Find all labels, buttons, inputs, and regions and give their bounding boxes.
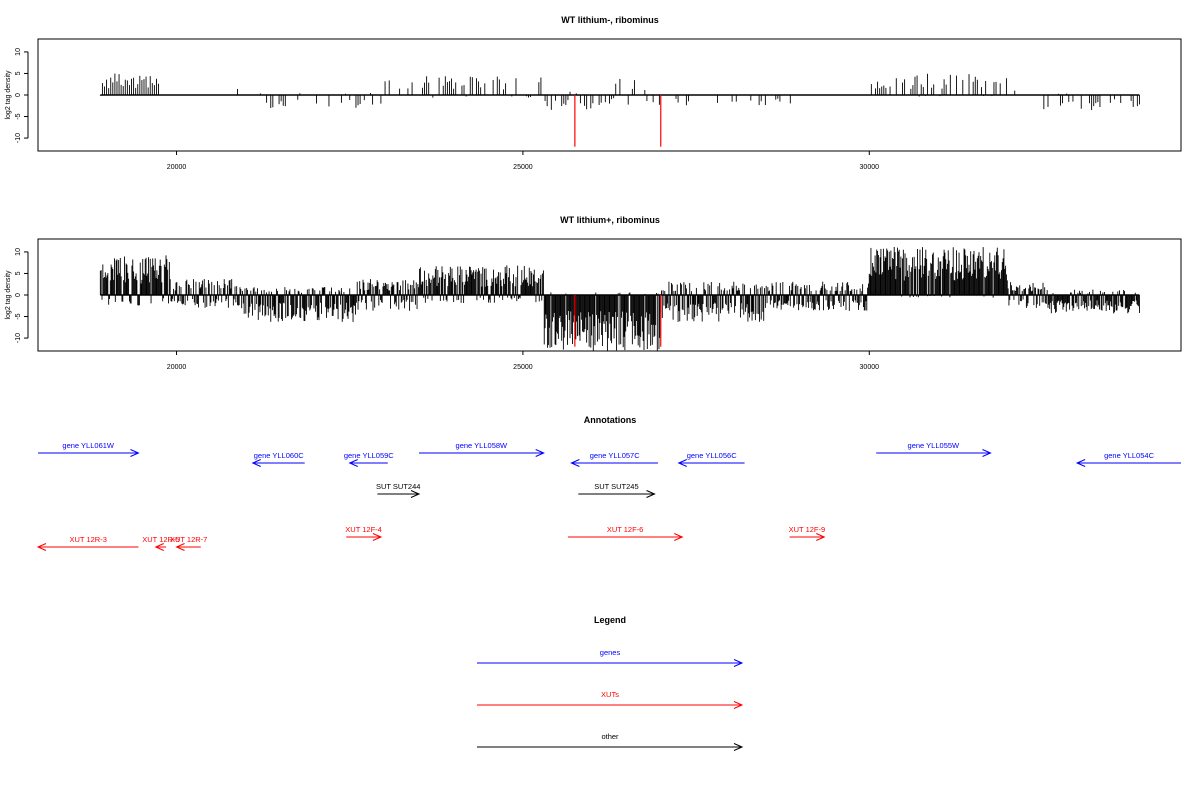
annotation-arrow-head xyxy=(816,533,826,541)
annotation-label: SUT SUT245 xyxy=(594,482,638,491)
annotation-arrow-head xyxy=(410,490,421,498)
annotation-arrow-head xyxy=(677,459,687,467)
y-tick-label: 10 xyxy=(15,48,22,56)
panel-title: WT lithium+, ribominus xyxy=(560,215,660,225)
annotation-arrow-head xyxy=(372,533,383,541)
annotations-panel: Annotations gene YLL061W gene YLL060C gene… xyxy=(36,415,1181,551)
annotation-label: gene YLL060C xyxy=(254,451,304,460)
x-tick-label: 30000 xyxy=(860,164,880,171)
x-tick-label: 20000 xyxy=(167,364,187,371)
annotation-arrow-head xyxy=(674,533,684,541)
annotation-label: XUT 12F-9 xyxy=(789,525,826,534)
annotation-arrow-head xyxy=(982,449,992,457)
density-bars xyxy=(99,246,1140,352)
legend-label: XUTs xyxy=(601,690,619,699)
legend-panel: Legend genes XUTs other xyxy=(477,615,744,751)
annotation-label: SUT SUT244 xyxy=(376,482,420,491)
density-bars xyxy=(99,73,1140,147)
annotation-arrow-head xyxy=(535,449,545,457)
y-tick-label: -10 xyxy=(15,333,22,343)
y-tick-label: 0 xyxy=(15,293,22,297)
annotation-arrow-head xyxy=(1075,459,1086,467)
legend-arrow-head xyxy=(733,659,744,667)
y-tick-label: -5 xyxy=(15,113,22,119)
panel-lithium-minus: WT lithium-, ribominus log2 tag density … xyxy=(5,15,1182,171)
y-tick-label: -10 xyxy=(15,133,22,143)
axes: -10 -5 0 5 10 20000 25000 30000 xyxy=(15,48,879,171)
panel-title: WT lithium-, ribominus xyxy=(561,15,659,25)
annotation-label: XUT 12F-4 xyxy=(345,525,382,534)
annotations-title: Annotations xyxy=(584,415,637,425)
annotation-arrow-head xyxy=(130,449,140,457)
legend-arrow-head xyxy=(733,701,744,709)
annotation-label: gene YLL059C xyxy=(344,451,394,460)
annotation-label: XUT 12R-3 xyxy=(70,535,107,544)
annotation-arrow-head xyxy=(251,459,261,467)
annotation-label: gene YLL058W xyxy=(456,441,508,450)
annotation-arrow-head xyxy=(175,543,185,551)
legend-label: genes xyxy=(600,648,621,657)
legend-arrow-head xyxy=(733,743,744,751)
y-tick-label: 5 xyxy=(15,271,22,275)
annotation-arrow-head xyxy=(36,543,47,551)
annotation-label: gene YLL057C xyxy=(590,451,640,460)
y-tick-label: 0 xyxy=(15,93,22,97)
x-tick-label: 25000 xyxy=(513,164,533,171)
y-tick-label: -5 xyxy=(15,313,22,319)
annotation-label: gene YLL054C xyxy=(1104,451,1154,460)
legend-title: Legend xyxy=(594,615,626,625)
y-tick-label: 5 xyxy=(15,71,22,75)
annotation-label: XUT 12F-6 xyxy=(607,525,644,534)
x-tick-label: 20000 xyxy=(167,164,187,171)
x-tick-label: 25000 xyxy=(513,364,533,371)
y-axis-label: log2 tag density xyxy=(5,270,12,320)
plot-frame xyxy=(37,38,1182,152)
legend-label: other xyxy=(601,732,619,741)
annotation-label: gene YLL056C xyxy=(687,451,737,460)
annotation-arrow-head xyxy=(348,459,358,467)
y-axis-label: log2 tag density xyxy=(5,70,12,120)
annotation-label: XUT 12R-5 xyxy=(142,535,179,544)
annotation-arrow-head xyxy=(570,459,580,467)
axes: -10 -5 0 5 10 20000 25000 30000 xyxy=(15,248,879,371)
plot-frame xyxy=(37,238,1182,352)
annotation-arrow-head xyxy=(646,490,656,498)
x-tick-label: 30000 xyxy=(860,364,880,371)
annotation-arrow-head xyxy=(154,543,164,551)
annotation-label: gene YLL055W xyxy=(908,441,960,450)
annotation-label: gene YLL061W xyxy=(62,441,114,450)
panel-lithium-plus: WT lithium+, ribominus log2 tag density … xyxy=(5,215,1182,371)
annotation-label: XUT 12R-7 xyxy=(170,535,207,544)
y-tick-label: 10 xyxy=(15,248,22,256)
